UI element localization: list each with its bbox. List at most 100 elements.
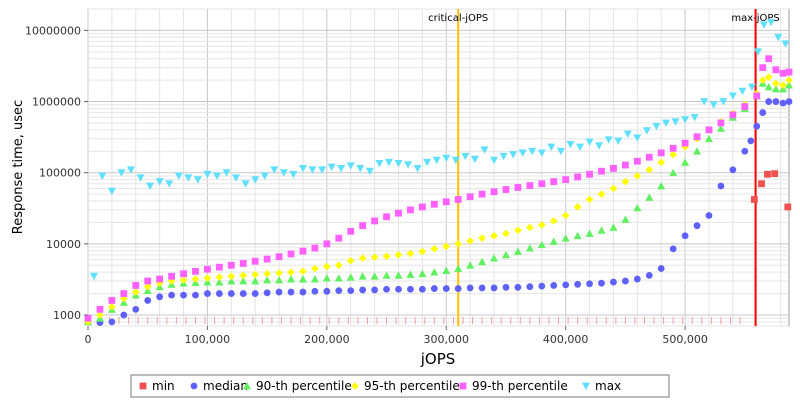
data-point xyxy=(359,222,367,230)
data-point xyxy=(215,278,224,286)
data-point xyxy=(669,168,678,177)
data-point xyxy=(478,257,487,266)
data-point xyxy=(156,275,164,283)
data-point xyxy=(633,157,641,165)
data-point xyxy=(657,265,665,272)
data-point xyxy=(299,267,307,276)
data-point xyxy=(652,122,661,131)
max-jOPS-label: max-jOPS xyxy=(731,13,779,24)
data-point xyxy=(480,146,489,154)
data-point xyxy=(709,101,718,109)
data-point xyxy=(623,130,632,138)
data-point xyxy=(120,311,128,319)
x-axis-title: jOPS xyxy=(420,350,456,368)
data-point xyxy=(251,277,260,285)
data-point xyxy=(753,92,761,100)
data-point xyxy=(251,176,260,184)
data-point xyxy=(728,92,737,100)
data-point xyxy=(131,288,140,296)
data-point xyxy=(108,303,116,311)
data-point xyxy=(466,237,474,245)
data-point xyxy=(537,240,546,249)
data-point xyxy=(227,272,236,281)
data-point xyxy=(96,311,104,319)
data-point xyxy=(263,269,271,278)
data-point xyxy=(98,172,107,180)
data-point xyxy=(120,290,128,297)
data-point xyxy=(765,55,773,63)
data-point xyxy=(430,245,439,253)
data-point xyxy=(239,277,248,285)
data-point xyxy=(335,287,343,295)
data-point xyxy=(275,253,283,261)
data-point xyxy=(227,290,235,297)
data-point xyxy=(550,178,558,185)
data-point xyxy=(526,283,534,291)
data-point xyxy=(759,109,767,116)
data-point xyxy=(633,275,641,283)
data-point xyxy=(191,275,200,283)
data-point xyxy=(657,158,666,167)
legend-label: 90-th percentile xyxy=(256,379,352,393)
data-point xyxy=(538,180,546,188)
data-point xyxy=(423,158,432,167)
data-point xyxy=(215,263,223,271)
data-point xyxy=(371,286,379,294)
data-point xyxy=(239,260,247,267)
data-point xyxy=(550,282,558,289)
data-point xyxy=(442,242,451,251)
data-point xyxy=(509,151,518,159)
data-point xyxy=(322,274,331,282)
data-point xyxy=(275,288,283,296)
data-point xyxy=(717,182,725,190)
data-point xyxy=(681,139,689,147)
legend-label: 95-th percentile xyxy=(364,379,460,393)
data-point xyxy=(490,284,498,292)
axes: 0 100,000 200,000 300,000 400,000 500,000 1000… xyxy=(25,24,708,346)
data-point xyxy=(168,272,175,280)
data-point xyxy=(156,293,164,301)
data-point xyxy=(779,69,787,77)
data-point xyxy=(168,291,175,299)
data-point xyxy=(621,177,630,186)
data-point xyxy=(227,277,236,285)
data-point xyxy=(586,170,593,178)
data-point xyxy=(669,144,677,152)
legend-swatch xyxy=(243,382,251,390)
y-tick-label: 1000 xyxy=(53,309,81,322)
data-point xyxy=(263,289,271,297)
legend: min median 90-th percentile 95-th percentil… xyxy=(130,374,670,398)
data-point xyxy=(204,290,211,297)
series-median xyxy=(84,98,793,327)
data-point xyxy=(585,229,594,237)
data-point xyxy=(526,182,534,189)
data-point xyxy=(693,133,701,141)
data-point xyxy=(785,98,793,105)
data-point xyxy=(633,134,642,142)
data-point xyxy=(442,285,450,292)
data-point xyxy=(239,271,248,280)
data-point xyxy=(598,167,605,175)
data-point xyxy=(621,277,629,285)
data-point xyxy=(747,137,755,145)
plot-area xyxy=(87,8,790,327)
data-point xyxy=(753,122,761,130)
data-point xyxy=(759,21,768,29)
data-point xyxy=(741,147,749,155)
data-point xyxy=(165,180,174,188)
data-point xyxy=(323,240,331,248)
data-point xyxy=(657,149,665,157)
data-point xyxy=(335,234,343,242)
data-point xyxy=(537,221,546,229)
data-point xyxy=(461,152,470,161)
data-point xyxy=(525,244,534,252)
data-point xyxy=(764,83,773,91)
data-point xyxy=(180,270,187,278)
data-point xyxy=(716,124,725,132)
data-point xyxy=(311,287,319,295)
data-point xyxy=(466,193,474,201)
data-point xyxy=(251,257,259,265)
data-point xyxy=(155,178,164,186)
data-point xyxy=(490,231,498,240)
data-point xyxy=(566,140,575,149)
